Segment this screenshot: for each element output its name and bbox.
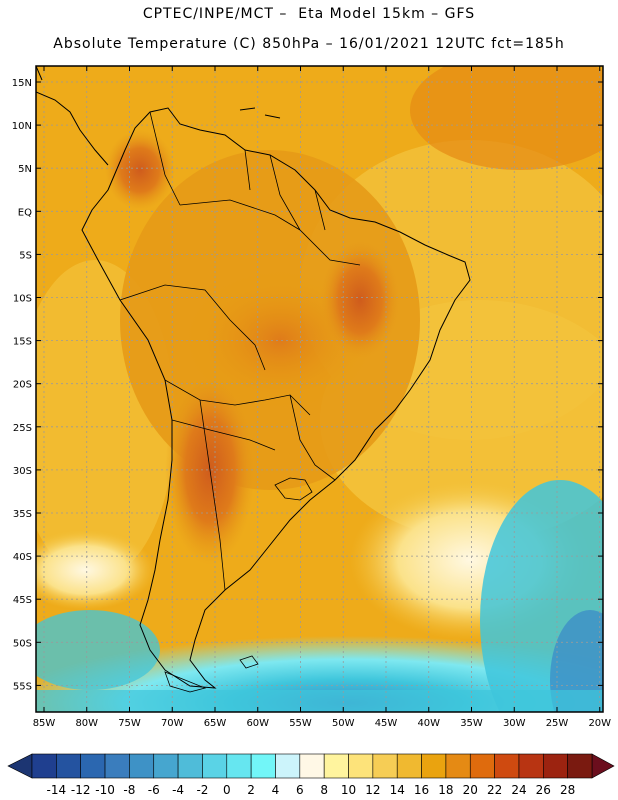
falkland-islands bbox=[239, 655, 259, 669]
field-north-atlantic bbox=[410, 66, 603, 170]
coastline-central-america bbox=[36, 66, 281, 166]
field-cold-corner bbox=[550, 610, 603, 712]
colorbar-swatch bbox=[226, 753, 252, 779]
colorbar-swatch bbox=[323, 753, 349, 779]
lon-label: 50W bbox=[332, 718, 355, 729]
colorbar-swatch bbox=[518, 753, 544, 779]
field-hot-east bbox=[320, 240, 400, 360]
colorbar-swatch bbox=[469, 753, 495, 779]
lon-label: 30W bbox=[503, 718, 526, 729]
colorbar-label: -12 bbox=[71, 783, 91, 797]
colorbar-label: 16 bbox=[414, 783, 429, 797]
colorbar-label: -4 bbox=[172, 783, 184, 797]
colorbar-left-arrow bbox=[7, 753, 33, 779]
lat-label: 15S bbox=[13, 337, 32, 348]
lon-label: 85W bbox=[33, 718, 56, 729]
lat-label: EQ bbox=[18, 207, 32, 218]
colorbar-label: 28 bbox=[560, 783, 575, 797]
lon-label: 70W bbox=[161, 718, 184, 729]
colorbar-swatch bbox=[177, 753, 203, 779]
colorbar-swatch bbox=[445, 753, 471, 779]
colorbar-swatch bbox=[299, 753, 325, 779]
field-cold-southwest bbox=[36, 610, 160, 690]
colorbar-label: -2 bbox=[196, 783, 208, 797]
lat-label: 55S bbox=[13, 681, 32, 692]
lon-label: 35W bbox=[460, 718, 483, 729]
map-frame bbox=[35, 65, 604, 713]
chart-title-line2: Absolute Temperature (C) 850hPa – 16/01/… bbox=[53, 36, 565, 52]
lat-label: 10N bbox=[12, 121, 32, 132]
colorbar-swatch bbox=[421, 753, 447, 779]
lon-label: 20W bbox=[588, 718, 611, 729]
field-cold-bottom bbox=[36, 690, 603, 712]
colorbar-swatch bbox=[56, 753, 81, 779]
field-pale-pacific bbox=[36, 530, 155, 610]
colorbar-swatch bbox=[348, 753, 374, 779]
colorbar-label: -8 bbox=[123, 783, 135, 797]
lat-label: 40S bbox=[13, 552, 32, 563]
longitude-axis: 85W 80W 75W 70W 65W 60W 55W 50W 45W 40W 35W 30W 25W 2… bbox=[33, 66, 611, 729]
colorbar-swatch bbox=[275, 753, 301, 779]
colorbar-swatch bbox=[202, 753, 228, 779]
temperature-field bbox=[36, 66, 603, 712]
colorbar-label: 10 bbox=[341, 783, 356, 797]
colorbar-right-arrow bbox=[591, 753, 615, 779]
lon-label: 60W bbox=[246, 718, 269, 729]
lon-label: 25W bbox=[546, 718, 569, 729]
colorbar-label: 6 bbox=[296, 783, 304, 797]
lon-label: 55W bbox=[289, 718, 312, 729]
lat-label: 45S bbox=[13, 595, 32, 606]
colorbar-label: 14 bbox=[390, 783, 405, 797]
colorbar-label: -14 bbox=[47, 783, 67, 797]
lon-label: 80W bbox=[75, 718, 98, 729]
colorbar-swatch bbox=[250, 753, 276, 779]
lon-label: 75W bbox=[118, 718, 141, 729]
chart-title-line1: CPTEC/INPE/MCT – Eta Model 15km – GFS bbox=[142, 6, 476, 22]
tierra-del-fuego bbox=[164, 671, 207, 693]
colorbar-swatch bbox=[129, 753, 155, 779]
lat-label: 50S bbox=[13, 638, 32, 649]
country-borders bbox=[119, 111, 361, 591]
lat-label: 15N bbox=[12, 78, 32, 89]
lat-label: 30S bbox=[13, 466, 32, 477]
colorbar-label: 8 bbox=[320, 783, 328, 797]
field-hot-north bbox=[105, 130, 175, 210]
colorbar-label: -10 bbox=[95, 783, 115, 797]
colorbar-label: 18 bbox=[438, 783, 453, 797]
lon-label: 45W bbox=[375, 718, 398, 729]
colorbar-label: 22 bbox=[487, 783, 502, 797]
lat-label: 10S bbox=[13, 294, 32, 305]
colorbar-label: 2 bbox=[247, 783, 255, 797]
colorbar-swatch bbox=[31, 753, 57, 779]
colorbar-swatch bbox=[567, 753, 593, 779]
lon-label: 40W bbox=[417, 718, 440, 729]
colorbar-swatch bbox=[396, 753, 422, 779]
colorbar-label: 20 bbox=[463, 783, 478, 797]
lat-label: 5S bbox=[19, 250, 32, 261]
colorbar-swatch bbox=[543, 753, 568, 779]
colorbar-label: 24 bbox=[511, 783, 526, 797]
colorbar-swatch bbox=[80, 753, 106, 779]
colorbar-swatch bbox=[494, 753, 520, 779]
lat-label: 35S bbox=[13, 509, 32, 520]
colorbar-label: 26 bbox=[536, 783, 551, 797]
uruguay-outline bbox=[274, 477, 313, 501]
colorbar: -14 -12 -10 -8 -6 -4 -2 0 2 4 6 8 10 12 14 16 18 20 22 24 26… bbox=[7, 753, 615, 797]
colorbar-label: 4 bbox=[272, 783, 280, 797]
lat-label: 20S bbox=[13, 380, 32, 391]
latitude-axis: 15N 10N 5N EQ 5S 10S 15S 20S 25S 30S 35S 40S 45S 50S 5… bbox=[12, 78, 603, 692]
lon-label: 65W bbox=[204, 718, 227, 729]
colorbar-label: 0 bbox=[223, 783, 231, 797]
lat-label: 25S bbox=[13, 423, 32, 434]
lat-label: 5N bbox=[18, 164, 32, 175]
colorbar-swatch bbox=[372, 753, 398, 779]
colorbar-label: -6 bbox=[148, 783, 160, 797]
colorbar-swatch bbox=[104, 753, 130, 779]
colorbar-label: 12 bbox=[365, 783, 380, 797]
colorbar-swatch bbox=[153, 753, 179, 779]
